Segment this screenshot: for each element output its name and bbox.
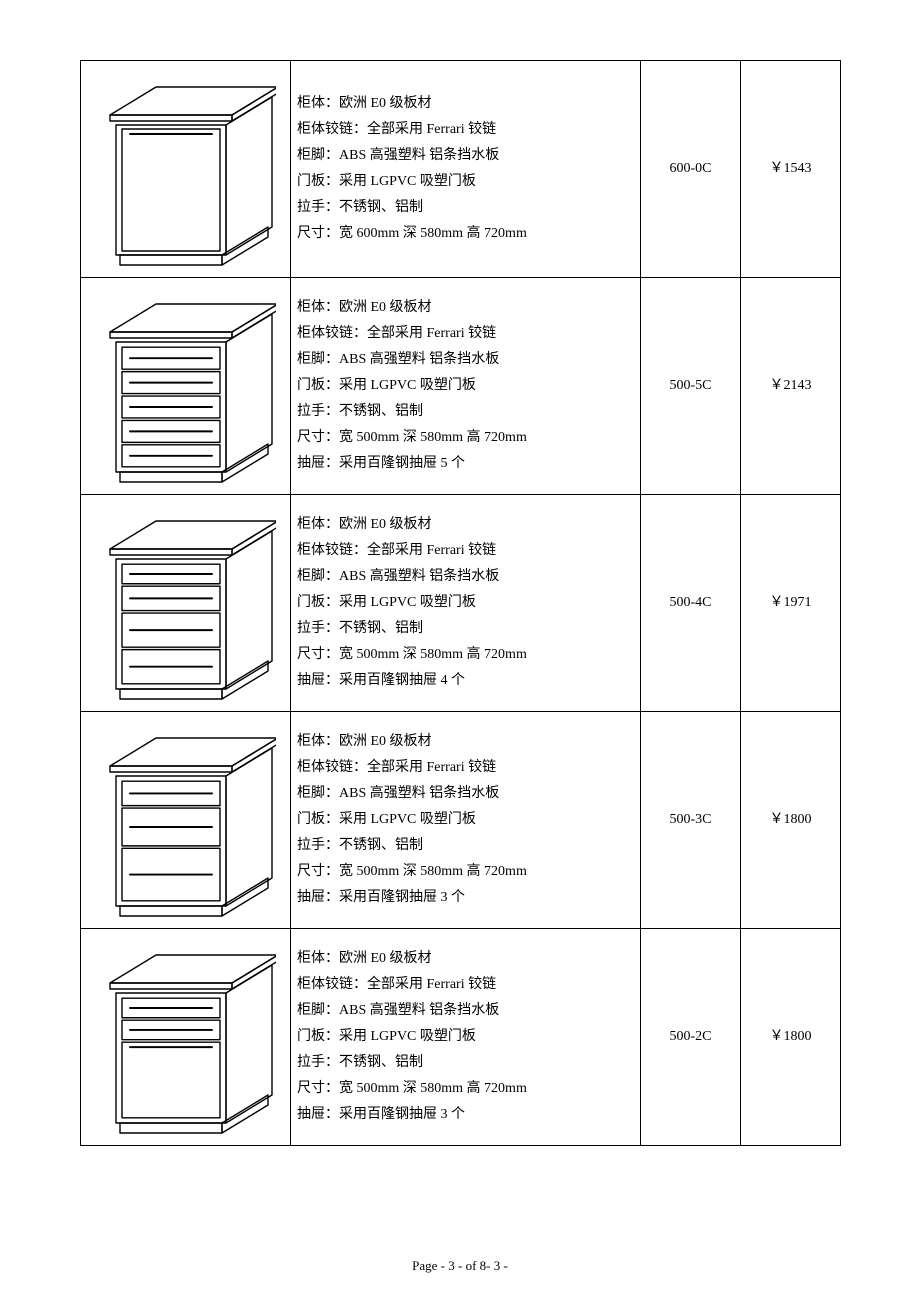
cabinet-icon	[96, 720, 276, 920]
cell-code: 500-5C	[641, 278, 741, 495]
page-container: 柜体：欧洲 E0 级板材柜体铰链：全部采用 Ferrari 铰链柜脚：ABS 高…	[0, 0, 920, 1146]
desc-line: 柜脚：ABS 高强塑料 铝条挡水板	[297, 143, 634, 169]
cell-image	[81, 61, 291, 278]
table-row: 柜体：欧洲 E0 级板材柜体铰链：全部采用 Ferrari 铰链柜脚：ABS 高…	[81, 929, 841, 1146]
desc-line: 抽屉：采用百隆钢抽屉 4 个	[297, 668, 634, 694]
desc-line: 抽屉：采用百隆钢抽屉 3 个	[297, 885, 634, 911]
cell-image	[81, 929, 291, 1146]
desc-line: 拉手：不锈钢、铝制	[297, 833, 634, 859]
desc-line: 柜脚：ABS 高强塑料 铝条挡水板	[297, 347, 634, 373]
desc-line: 拉手：不锈钢、铝制	[297, 1050, 634, 1076]
cell-image	[81, 712, 291, 929]
cell-price: ￥1971	[741, 495, 841, 712]
desc-line: 门板：采用 LGPVC 吸塑门板	[297, 807, 634, 833]
desc-line: 柜体铰链：全部采用 Ferrari 铰链	[297, 972, 634, 998]
table-row: 柜体：欧洲 E0 级板材柜体铰链：全部采用 Ferrari 铰链柜脚：ABS 高…	[81, 278, 841, 495]
catalog-tbody: 柜体：欧洲 E0 级板材柜体铰链：全部采用 Ferrari 铰链柜脚：ABS 高…	[81, 61, 841, 1146]
cell-description: 柜体：欧洲 E0 级板材柜体铰链：全部采用 Ferrari 铰链柜脚：ABS 高…	[291, 278, 641, 495]
desc-line: 柜体铰链：全部采用 Ferrari 铰链	[297, 538, 634, 564]
cell-code: 500-3C	[641, 712, 741, 929]
desc-line: 柜体：欧洲 E0 级板材	[297, 512, 634, 538]
desc-line: 柜体：欧洲 E0 级板材	[297, 295, 634, 321]
catalog-table: 柜体：欧洲 E0 级板材柜体铰链：全部采用 Ferrari 铰链柜脚：ABS 高…	[80, 60, 841, 1146]
page-footer: Page - 3 - of 8- 3 -	[0, 1258, 920, 1274]
cabinet-icon	[96, 69, 276, 269]
cell-price: ￥1543	[741, 61, 841, 278]
desc-line: 拉手：不锈钢、铝制	[297, 399, 634, 425]
cell-description: 柜体：欧洲 E0 级板材柜体铰链：全部采用 Ferrari 铰链柜脚：ABS 高…	[291, 61, 641, 278]
cell-price: ￥1800	[741, 712, 841, 929]
desc-line: 柜体铰链：全部采用 Ferrari 铰链	[297, 117, 634, 143]
desc-line: 柜体：欧洲 E0 级板材	[297, 946, 634, 972]
desc-line: 尺寸：宽 500mm 深 580mm 高 720mm	[297, 859, 634, 885]
cell-code: 500-2C	[641, 929, 741, 1146]
cell-description: 柜体：欧洲 E0 级板材柜体铰链：全部采用 Ferrari 铰链柜脚：ABS 高…	[291, 495, 641, 712]
cell-price: ￥1800	[741, 929, 841, 1146]
desc-line: 柜体：欧洲 E0 级板材	[297, 91, 634, 117]
table-row: 柜体：欧洲 E0 级板材柜体铰链：全部采用 Ferrari 铰链柜脚：ABS 高…	[81, 495, 841, 712]
desc-line: 尺寸：宽 500mm 深 580mm 高 720mm	[297, 1076, 634, 1102]
desc-line: 尺寸：宽 500mm 深 580mm 高 720mm	[297, 425, 634, 451]
table-row: 柜体：欧洲 E0 级板材柜体铰链：全部采用 Ferrari 铰链柜脚：ABS 高…	[81, 61, 841, 278]
desc-line: 门板：采用 LGPVC 吸塑门板	[297, 373, 634, 399]
desc-line: 柜体：欧洲 E0 级板材	[297, 729, 634, 755]
desc-line: 柜体铰链：全部采用 Ferrari 铰链	[297, 755, 634, 781]
desc-line: 柜脚：ABS 高强塑料 铝条挡水板	[297, 781, 634, 807]
cell-code: 600-0C	[641, 61, 741, 278]
cell-code: 500-4C	[641, 495, 741, 712]
desc-line: 柜脚：ABS 高强塑料 铝条挡水板	[297, 998, 634, 1024]
cell-description: 柜体：欧洲 E0 级板材柜体铰链：全部采用 Ferrari 铰链柜脚：ABS 高…	[291, 929, 641, 1146]
desc-line: 抽屉：采用百隆钢抽屉 5 个	[297, 451, 634, 477]
table-row: 柜体：欧洲 E0 级板材柜体铰链：全部采用 Ferrari 铰链柜脚：ABS 高…	[81, 712, 841, 929]
desc-line: 尺寸：宽 600mm 深 580mm 高 720mm	[297, 221, 634, 247]
cell-description: 柜体：欧洲 E0 级板材柜体铰链：全部采用 Ferrari 铰链柜脚：ABS 高…	[291, 712, 641, 929]
cell-price: ￥2143	[741, 278, 841, 495]
desc-line: 抽屉：采用百隆钢抽屉 3 个	[297, 1102, 634, 1128]
cabinet-icon	[96, 503, 276, 703]
footer-text: Page - 3 - of 8- 3 -	[412, 1258, 508, 1273]
desc-line: 门板：采用 LGPVC 吸塑门板	[297, 169, 634, 195]
cell-image	[81, 495, 291, 712]
desc-line: 尺寸：宽 500mm 深 580mm 高 720mm	[297, 642, 634, 668]
cabinet-icon	[96, 937, 276, 1137]
desc-line: 拉手：不锈钢、铝制	[297, 616, 634, 642]
desc-line: 柜脚：ABS 高强塑料 铝条挡水板	[297, 564, 634, 590]
desc-line: 门板：采用 LGPVC 吸塑门板	[297, 590, 634, 616]
desc-line: 柜体铰链：全部采用 Ferrari 铰链	[297, 321, 634, 347]
desc-line: 拉手：不锈钢、铝制	[297, 195, 634, 221]
cell-image	[81, 278, 291, 495]
cabinet-icon	[96, 286, 276, 486]
desc-line: 门板：采用 LGPVC 吸塑门板	[297, 1024, 634, 1050]
